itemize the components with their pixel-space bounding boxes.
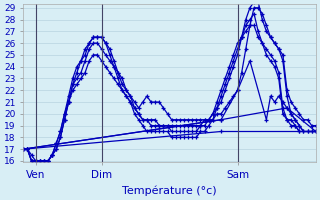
X-axis label: Température (°c): Température (°c): [122, 185, 217, 196]
